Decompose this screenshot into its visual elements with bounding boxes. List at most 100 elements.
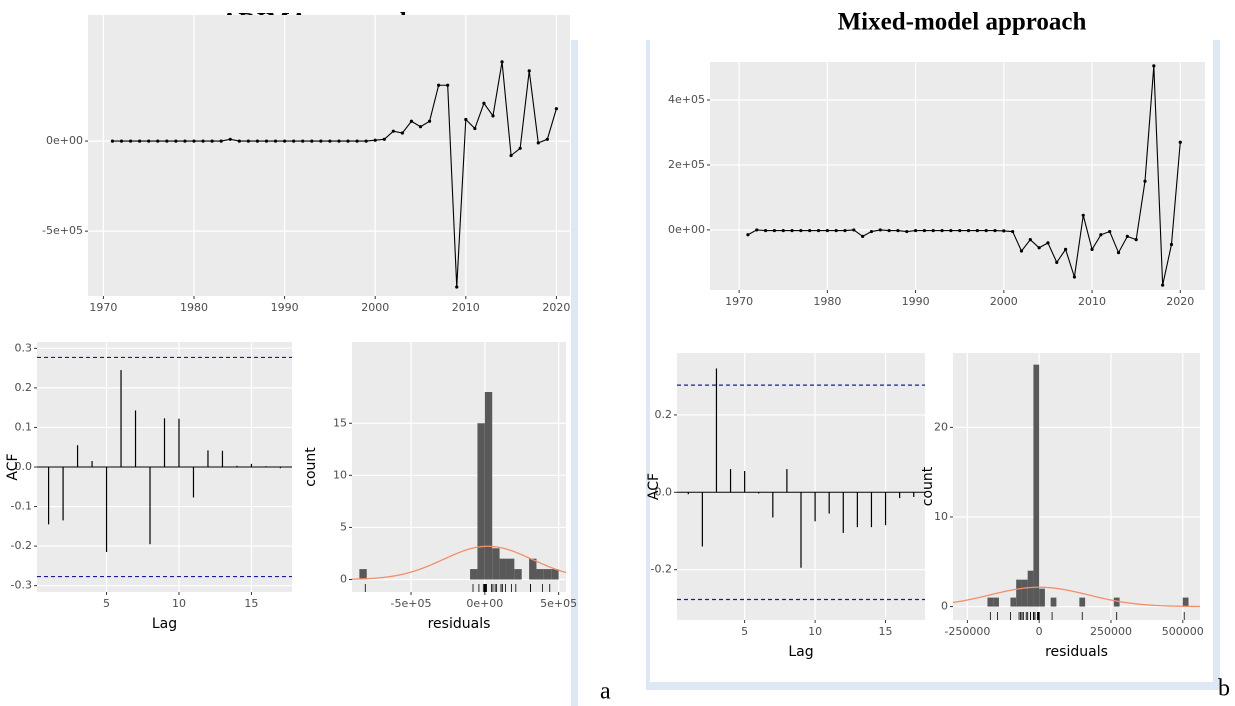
x-tick-label: 2000 bbox=[990, 295, 1018, 308]
plot-background bbox=[710, 62, 1205, 290]
x-tick-label: 1990 bbox=[271, 301, 299, 314]
histogram-bar bbox=[993, 597, 999, 607]
y-axis-title: count bbox=[920, 466, 936, 506]
point bbox=[984, 228, 988, 233]
histogram-bar bbox=[470, 569, 478, 580]
plot-background bbox=[953, 353, 1200, 620]
point bbox=[165, 139, 169, 143]
point bbox=[518, 146, 522, 150]
point bbox=[896, 228, 900, 233]
x-axis-title: residuals bbox=[1045, 644, 1108, 660]
point bbox=[799, 228, 803, 233]
point bbox=[110, 139, 115, 143]
histogram-bar bbox=[1113, 597, 1120, 607]
y-tick-label: 0.0 bbox=[15, 460, 33, 473]
histogram-bar bbox=[543, 569, 552, 580]
y-tick-label: -5e+05 bbox=[42, 224, 83, 237]
histogram-bar bbox=[1079, 597, 1086, 607]
histogram-bar bbox=[1021, 579, 1028, 607]
x-tick-label: 2010 bbox=[1078, 295, 1106, 308]
x-tick-label: 2020 bbox=[542, 301, 570, 314]
x-tick-label: 1970 bbox=[89, 301, 117, 314]
histogram-bar bbox=[1033, 364, 1040, 607]
point bbox=[283, 139, 287, 143]
point bbox=[527, 69, 531, 73]
point bbox=[1090, 247, 1094, 252]
point bbox=[328, 139, 332, 143]
point bbox=[1152, 64, 1156, 68]
point bbox=[192, 139, 196, 143]
x-axis-title: Lag bbox=[788, 644, 813, 660]
point bbox=[1011, 229, 1015, 234]
point bbox=[310, 139, 314, 143]
point bbox=[128, 139, 133, 143]
plot-background bbox=[352, 342, 566, 592]
y-tick-label: 20 bbox=[934, 420, 948, 433]
point bbox=[905, 229, 909, 234]
point bbox=[147, 139, 151, 143]
point bbox=[869, 229, 874, 234]
y-tick-label: -0.1 bbox=[11, 500, 32, 513]
panel-border bbox=[1213, 40, 1220, 690]
x-tick-label: 15 bbox=[879, 625, 893, 638]
y-tick-label: 0.1 bbox=[15, 420, 33, 433]
point bbox=[228, 137, 232, 141]
point bbox=[852, 228, 856, 232]
x-tick-label: 2020 bbox=[1166, 295, 1194, 308]
histogram-bar bbox=[536, 569, 544, 580]
histogram-bar bbox=[506, 558, 515, 580]
point bbox=[1055, 260, 1059, 264]
point bbox=[509, 153, 513, 158]
y-axis-title: ACF bbox=[646, 473, 662, 500]
y-axis-title: count bbox=[303, 447, 319, 487]
point bbox=[1028, 238, 1032, 242]
point bbox=[446, 83, 450, 87]
y-tick-label: 5 bbox=[340, 520, 347, 533]
panel-border bbox=[646, 682, 1220, 690]
x-tick-label: 0 bbox=[1036, 625, 1043, 638]
point bbox=[1037, 246, 1041, 250]
point bbox=[975, 228, 979, 233]
point bbox=[255, 139, 260, 143]
x-tick-label: 1970 bbox=[725, 295, 753, 308]
histogram-bar bbox=[359, 569, 367, 580]
point bbox=[1178, 140, 1182, 144]
y-tick-label: 0 bbox=[340, 573, 347, 586]
point bbox=[364, 139, 368, 143]
point bbox=[138, 139, 142, 143]
point bbox=[966, 228, 971, 233]
point bbox=[1134, 238, 1138, 242]
panel-label: b bbox=[1218, 676, 1230, 702]
histogram-bar bbox=[1050, 597, 1057, 607]
x-tick-label: 500000 bbox=[1162, 625, 1204, 638]
point bbox=[500, 60, 504, 64]
y-tick-label: -0.3 bbox=[11, 579, 32, 592]
y-tick-label: 10 bbox=[934, 510, 948, 523]
histogram-bar bbox=[1010, 597, 1017, 607]
point bbox=[1108, 229, 1112, 234]
histogram-bar bbox=[551, 569, 559, 580]
point bbox=[781, 228, 785, 233]
y-tick-label: 2e+05 bbox=[668, 158, 705, 171]
x-tick-label: 15 bbox=[244, 597, 258, 610]
y-tick-label: 4e+05 bbox=[668, 93, 705, 106]
point bbox=[772, 228, 777, 233]
point bbox=[861, 234, 865, 239]
point bbox=[554, 107, 559, 111]
x-tick-label: 5 bbox=[103, 597, 110, 610]
panel-title: Mixed-model approach bbox=[838, 9, 1087, 36]
y-tick-label: 0 bbox=[941, 600, 948, 613]
point bbox=[834, 228, 838, 233]
point bbox=[210, 139, 214, 143]
x-tick-label: -250000 bbox=[944, 625, 990, 638]
point bbox=[174, 139, 178, 143]
point bbox=[264, 139, 269, 143]
point bbox=[1116, 251, 1121, 255]
y-tick-label: 0.0 bbox=[655, 485, 673, 498]
point bbox=[391, 129, 395, 133]
point bbox=[183, 139, 187, 143]
point bbox=[887, 228, 891, 233]
point bbox=[382, 137, 386, 141]
x-tick-label: 10 bbox=[172, 597, 186, 610]
point bbox=[119, 139, 124, 143]
